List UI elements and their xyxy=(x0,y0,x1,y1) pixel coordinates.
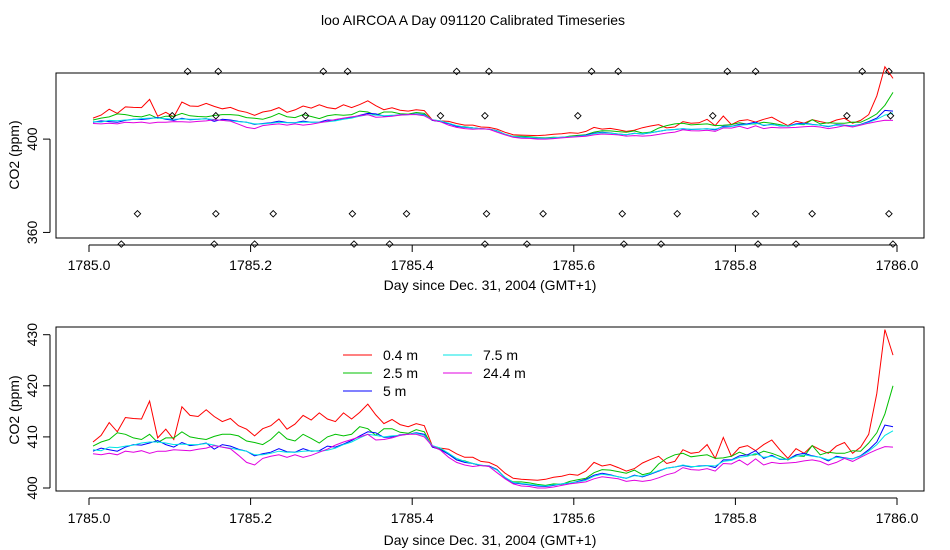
top-point-14 xyxy=(301,111,310,120)
top-point-23 xyxy=(269,209,278,218)
legend-label-24-4m: 24.4 m xyxy=(483,365,526,381)
top-point-38 xyxy=(481,240,489,248)
legend-item-2-5m: 2.5 m xyxy=(343,365,418,381)
legend-item-7-5m: 7.5 m xyxy=(443,347,518,363)
top-y-tick-label-0: 360 xyxy=(24,221,40,245)
top-point-35 xyxy=(250,240,259,248)
bottom-plot-frame xyxy=(55,326,925,492)
top-point-30 xyxy=(751,209,760,218)
top-point-15 xyxy=(436,111,445,120)
legend-label-0-4m: 0.4 m xyxy=(383,347,418,363)
top-point-34 xyxy=(210,240,219,248)
top-point-44 xyxy=(889,240,897,248)
top-y-axis-label: CO2 (ppm) xyxy=(6,120,22,189)
top-point-10 xyxy=(858,67,867,76)
top-series-lines xyxy=(92,65,894,140)
top-point-20 xyxy=(886,111,895,120)
bottom-x-tick-label-2: 1785.4 xyxy=(391,510,434,526)
top-point-4 xyxy=(452,67,461,76)
top-point-25 xyxy=(402,209,411,218)
bottom-x-tick-label-0: 1785.0 xyxy=(68,510,111,526)
top-point-27 xyxy=(539,209,547,218)
top-x-axis: 1785.0 1785.2 1785.4 1785.6 1785.8 1786.0 xyxy=(68,244,919,273)
top-point-2 xyxy=(319,67,328,76)
top-x-tick-label-5: 1786.0 xyxy=(876,257,919,273)
legend-label-2-5m: 2.5 m xyxy=(383,365,418,381)
top-point-26 xyxy=(482,209,491,218)
top-point-5 xyxy=(485,67,493,76)
top-x-tick-label-1: 1785.2 xyxy=(229,257,272,273)
top-point-11 xyxy=(885,67,893,76)
bottom-x-tick-label-1: 1785.2 xyxy=(229,510,272,526)
top-x-tick-label-2: 1785.4 xyxy=(391,257,434,273)
legend-item-24-4m: 24.4 m xyxy=(443,365,526,381)
top-point-31 xyxy=(808,209,816,218)
top-panel: 1785.0 1785.2 1785.4 1785.6 1785.8 1786.0 360… xyxy=(6,65,925,293)
top-x-tick-label-4: 1785.8 xyxy=(714,257,757,273)
top-point-8 xyxy=(723,67,732,76)
top-point-29 xyxy=(673,209,682,218)
top-point-6 xyxy=(587,67,596,76)
bottom-series-line-1 xyxy=(92,385,894,486)
top-plot-frame xyxy=(55,72,925,239)
top-x-tick-label-0: 1785.0 xyxy=(68,257,111,273)
top-point-36 xyxy=(350,240,358,248)
bottom-x-axis: 1785.0 1785.2 1785.4 1785.6 1785.8 1786.0 xyxy=(68,497,919,526)
top-point-39 xyxy=(523,240,531,248)
bottom-series-line-3 xyxy=(92,430,894,487)
top-point-41 xyxy=(657,240,665,248)
top-point-24 xyxy=(348,209,357,218)
top-point-40 xyxy=(620,240,628,248)
top-x-tick-label-3: 1785.6 xyxy=(552,257,595,273)
top-point-42 xyxy=(754,240,762,248)
top-point-9 xyxy=(751,67,760,76)
top-point-33 xyxy=(117,240,126,248)
top-series-line-4 xyxy=(92,114,894,140)
bottom-series-line-2 xyxy=(92,424,894,488)
bottom-x-axis-label: Day since Dec. 31, 2004 (GMT+1) xyxy=(384,532,597,548)
top-point-1 xyxy=(214,67,223,76)
top-point-32 xyxy=(885,209,893,218)
top-y-tick-label-1: 400 xyxy=(24,127,40,151)
top-series-line-3 xyxy=(92,112,894,139)
bottom-x-tick-label-4: 1785.8 xyxy=(714,510,757,526)
top-point-7 xyxy=(614,67,623,76)
bottom-y-tick-label-2: 420 xyxy=(24,374,40,398)
top-point-43 xyxy=(792,240,800,248)
top-point-13 xyxy=(212,111,220,120)
top-point-18 xyxy=(708,111,717,120)
top-point-17 xyxy=(574,111,582,120)
top-series-line-0 xyxy=(92,65,894,137)
bottom-panel: 1785.0 1785.2 1785.4 1785.6 1785.8 1786.0 400… xyxy=(6,323,925,548)
top-point-37 xyxy=(385,240,394,248)
legend-label-5m: 5 m xyxy=(383,383,406,399)
bottom-y-axis-label: CO2 (ppm) xyxy=(6,375,22,444)
bottom-series-line-4 xyxy=(92,433,894,489)
bottom-series-lines xyxy=(92,329,894,489)
legend: 0.4 m 2.5 m 5 m 7.5 m 24.4 m xyxy=(343,347,526,399)
top-y-axis: 360 400 xyxy=(24,127,51,245)
top-point-3 xyxy=(343,67,352,76)
figure-title: loo AIRCOA A Day 091120 Calibrated Times… xyxy=(321,12,625,28)
bottom-y-axis: 400 410 420 430 xyxy=(24,323,51,500)
bottom-x-tick-label-5: 1786.0 xyxy=(876,510,919,526)
top-point-21 xyxy=(133,209,142,218)
bottom-y-tick-label-0: 400 xyxy=(24,476,40,500)
top-x-axis-label: Day since Dec. 31, 2004 (GMT+1) xyxy=(384,277,597,293)
bottom-y-tick-label-1: 410 xyxy=(24,425,40,449)
top-point-22 xyxy=(212,209,220,218)
bottom-y-tick-label-3: 430 xyxy=(24,323,40,347)
legend-item-5m: 5 m xyxy=(343,383,406,399)
legend-label-7-5m: 7.5 m xyxy=(483,347,518,363)
legend-item-0-4m: 0.4 m xyxy=(343,347,418,363)
bottom-series-line-0 xyxy=(92,329,894,481)
top-point-28 xyxy=(618,209,627,218)
bottom-x-tick-label-3: 1785.6 xyxy=(552,510,595,526)
top-point-16 xyxy=(481,111,489,120)
top-points xyxy=(117,67,897,248)
top-point-12 xyxy=(168,111,177,120)
top-point-0 xyxy=(183,67,192,76)
top-point-19 xyxy=(843,111,851,120)
